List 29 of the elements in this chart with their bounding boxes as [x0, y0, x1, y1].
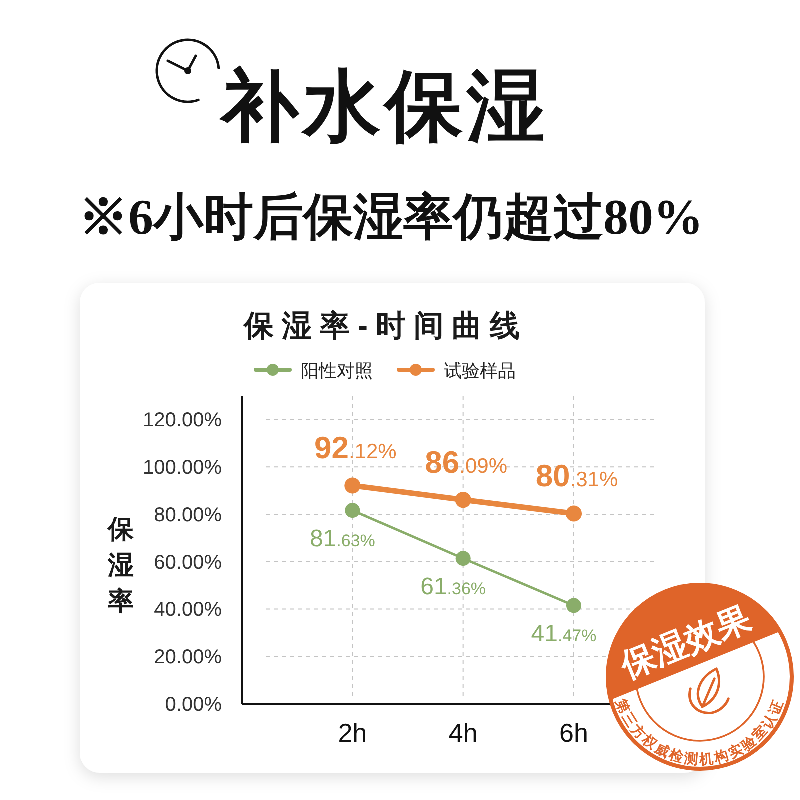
data-label: 86.09% [425, 445, 508, 480]
legend-label: 阳性对照 [301, 361, 373, 381]
y-tick-label: 80.00% [154, 504, 222, 526]
chart-subtitle: ※6小时后保湿率仍超过80% [78, 189, 704, 245]
legend-label: 试验样品 [444, 361, 516, 381]
text: 保湿率-时间曲线 [243, 309, 528, 343]
x-tick-label: 4h [448, 718, 478, 748]
x-tick-label: 2h [338, 718, 368, 748]
point [455, 492, 472, 508]
point [345, 503, 360, 518]
y-axis-title: 保湿率 [107, 514, 135, 616]
point [566, 506, 582, 522]
point [566, 598, 582, 614]
data-label: 92.12% [314, 430, 397, 466]
chart-title: 补水保湿 [219, 63, 549, 150]
y-tick-label: 0.00% [165, 694, 222, 716]
data-label: 81.63% [310, 526, 376, 553]
y-tick-label: 20.00% [154, 646, 222, 669]
annotation: 保湿效果 [614, 600, 756, 687]
point [456, 551, 471, 566]
y-tick-label: 100.00% [143, 457, 222, 480]
x-tick-label: 6h [560, 718, 588, 748]
y-tick-label: 120.00% [143, 410, 222, 432]
y-tick-label: 60.00% [154, 552, 222, 574]
data-label: 61.36% [420, 574, 486, 601]
y-tick-label: 40.00% [154, 599, 222, 622]
data-label: 80.31% [536, 458, 618, 494]
data-label: 41.47% [531, 620, 597, 648]
point [344, 478, 361, 494]
